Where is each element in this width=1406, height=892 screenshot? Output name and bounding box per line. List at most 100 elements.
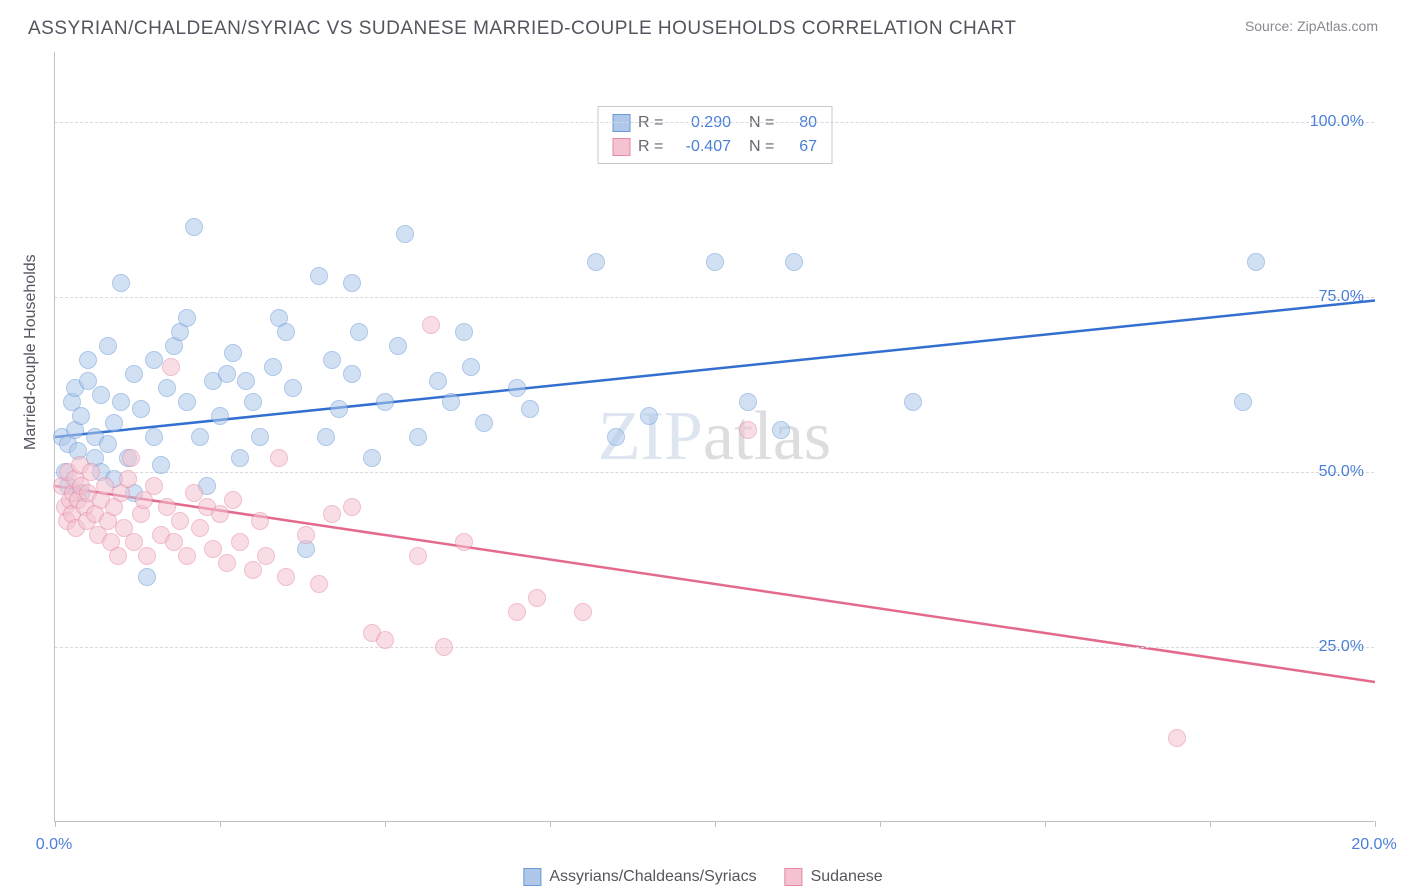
stat-label-r: R = xyxy=(638,114,668,132)
legend-item: Assyrians/Chaldeans/Syriacs xyxy=(523,868,756,886)
stats-row: R = -0.407 N = 67 xyxy=(612,135,817,159)
data-point xyxy=(125,365,143,383)
data-point xyxy=(109,547,127,565)
data-point xyxy=(587,253,605,271)
x-tick-label: 0.0% xyxy=(36,836,72,854)
legend-swatch xyxy=(785,868,803,886)
data-point xyxy=(145,351,163,369)
data-point xyxy=(251,512,269,530)
data-point xyxy=(297,526,315,544)
data-point xyxy=(178,309,196,327)
data-point xyxy=(105,414,123,432)
data-point xyxy=(112,274,130,292)
data-point xyxy=(310,267,328,285)
data-point xyxy=(99,337,117,355)
data-point xyxy=(528,589,546,607)
data-point xyxy=(376,631,394,649)
data-point xyxy=(191,428,209,446)
stat-value-r: 0.290 xyxy=(676,114,731,132)
x-tick xyxy=(55,821,56,827)
data-point xyxy=(455,323,473,341)
data-point xyxy=(79,351,97,369)
x-tick xyxy=(715,821,716,827)
stats-row: R =0.290N =80 xyxy=(612,111,817,135)
data-point xyxy=(409,547,427,565)
x-tick xyxy=(1375,821,1376,827)
gridline xyxy=(55,647,1374,648)
data-point xyxy=(706,253,724,271)
data-point xyxy=(72,407,90,425)
data-point xyxy=(138,547,156,565)
data-point xyxy=(1247,253,1265,271)
data-point xyxy=(455,533,473,551)
data-point xyxy=(1234,393,1252,411)
data-point xyxy=(251,428,269,446)
stat-label-n: N = xyxy=(749,114,779,132)
data-point xyxy=(350,323,368,341)
x-tick-label: 20.0% xyxy=(1351,836,1396,854)
data-point xyxy=(317,428,335,446)
data-point xyxy=(1168,729,1186,747)
data-point xyxy=(96,477,114,495)
y-tick-label: 100.0% xyxy=(1310,113,1364,131)
data-point xyxy=(323,351,341,369)
y-tick-label: 75.0% xyxy=(1319,288,1364,306)
legend-label: Assyrians/Chaldeans/Syriacs xyxy=(549,868,756,886)
data-point xyxy=(904,393,922,411)
data-point xyxy=(343,365,361,383)
x-tick xyxy=(1045,821,1046,827)
data-point xyxy=(475,414,493,432)
x-tick xyxy=(385,821,386,827)
data-point xyxy=(132,400,150,418)
watermark-atlas: atlas xyxy=(703,398,831,475)
data-point xyxy=(284,379,302,397)
stat-label-r: R = xyxy=(638,138,668,156)
chart-header: ASSYRIAN/CHALDEAN/SYRIAC VS SUDANESE MAR… xyxy=(0,0,1406,46)
data-point xyxy=(435,638,453,656)
gridline xyxy=(55,472,1374,473)
data-point xyxy=(211,407,229,425)
source-attribution: Source: ZipAtlas.com xyxy=(1245,18,1378,34)
data-point xyxy=(389,337,407,355)
data-point xyxy=(521,400,539,418)
legend-swatch xyxy=(523,868,541,886)
data-point xyxy=(343,274,361,292)
x-tick xyxy=(220,821,221,827)
y-axis-title: Married-couple Households xyxy=(22,254,40,450)
data-point xyxy=(152,456,170,474)
y-tick-label: 50.0% xyxy=(1319,463,1364,481)
data-point xyxy=(785,253,803,271)
data-point xyxy=(462,358,480,376)
data-point xyxy=(264,358,282,376)
data-point xyxy=(224,491,242,509)
data-point xyxy=(739,421,757,439)
data-point xyxy=(237,372,255,390)
gridline xyxy=(55,122,1374,123)
data-point xyxy=(178,393,196,411)
series-legend: Assyrians/Chaldeans/Syriacs Sudanese xyxy=(523,868,882,886)
stat-value-n: 67 xyxy=(787,138,817,156)
stat-label-n: N = xyxy=(749,138,779,156)
data-point xyxy=(185,218,203,236)
data-point xyxy=(145,477,163,495)
stat-value-r: -0.407 xyxy=(676,138,731,156)
series-swatch xyxy=(612,138,630,156)
data-point xyxy=(277,568,295,586)
data-point xyxy=(409,428,427,446)
data-point xyxy=(122,449,140,467)
data-point xyxy=(138,568,156,586)
data-point xyxy=(218,554,236,572)
data-point xyxy=(244,561,262,579)
watermark: ZIPatlas xyxy=(598,397,831,477)
legend-item: Sudanese xyxy=(785,868,883,886)
data-point xyxy=(310,575,328,593)
data-point xyxy=(171,512,189,530)
data-point xyxy=(343,498,361,516)
data-point xyxy=(92,386,110,404)
data-point xyxy=(231,449,249,467)
data-point xyxy=(330,400,348,418)
data-point xyxy=(508,379,526,397)
data-point xyxy=(323,505,341,523)
data-point xyxy=(218,365,236,383)
data-point xyxy=(244,393,262,411)
